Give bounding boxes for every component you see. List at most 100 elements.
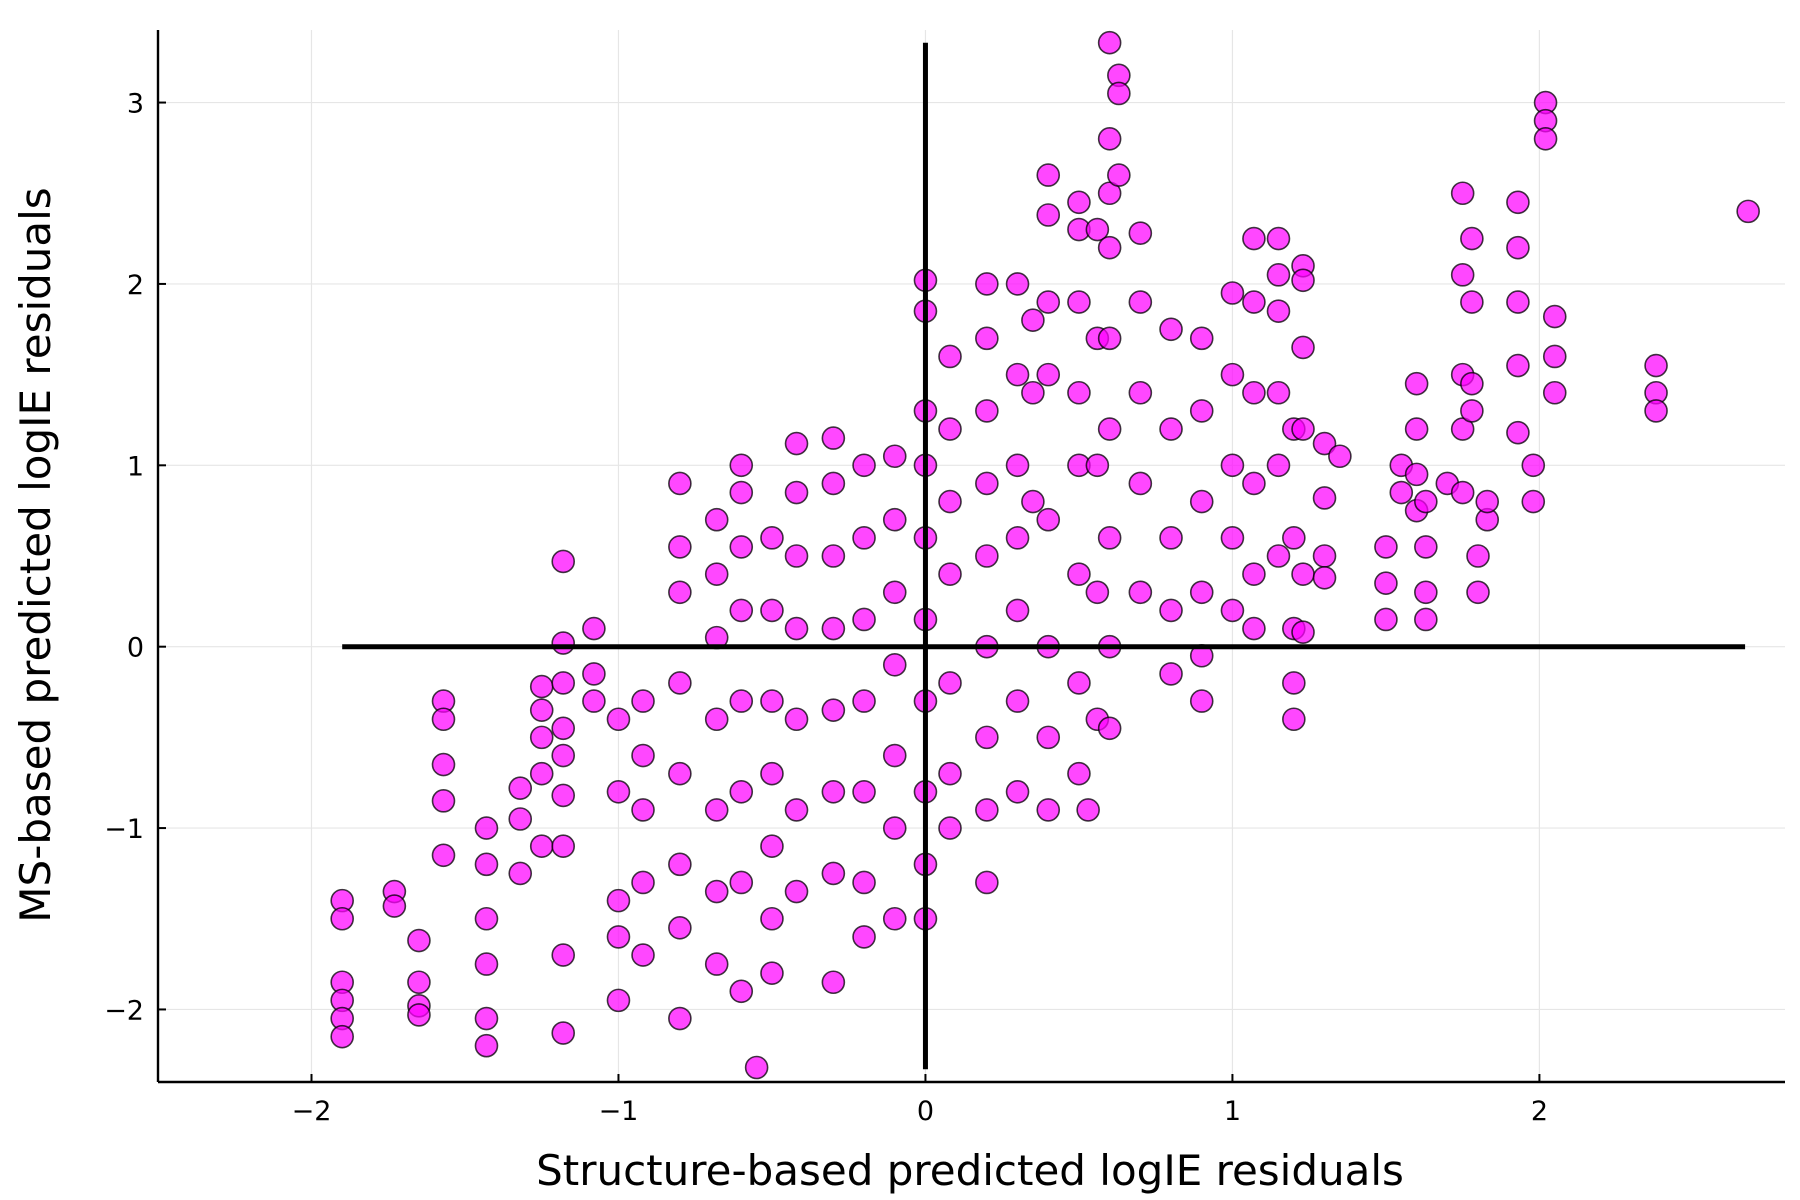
data-point [1220, 598, 1245, 623]
data-point [668, 916, 692, 940]
data-point [1107, 163, 1131, 187]
data-point [606, 779, 631, 804]
data-point [938, 562, 962, 586]
data-point [729, 870, 754, 895]
data-point [668, 535, 692, 559]
data-point [431, 843, 456, 868]
data-point [1159, 317, 1183, 342]
data-point [852, 607, 876, 632]
data-point [1374, 535, 1398, 559]
data-point [1374, 607, 1398, 632]
data-point [668, 1006, 692, 1031]
data-point [1189, 580, 1214, 605]
data-point [668, 761, 692, 786]
data-point [1067, 761, 1091, 786]
data-point [1159, 662, 1183, 686]
data-point [975, 798, 999, 822]
data-point [729, 480, 754, 505]
data-point [821, 471, 846, 496]
data-point [1475, 489, 1500, 514]
data-point [744, 1055, 769, 1080]
data-point [760, 526, 784, 550]
data-point [1266, 544, 1291, 568]
data-point [1005, 453, 1030, 478]
data-point [821, 544, 846, 568]
data-point [1282, 671, 1306, 695]
data-point [551, 783, 576, 808]
data-point [1097, 526, 1122, 550]
data-point [606, 988, 631, 1013]
data-point [1404, 462, 1429, 487]
data-point [1036, 290, 1061, 314]
x-tick-label: 1 [1224, 1096, 1241, 1127]
data-point [1097, 326, 1122, 351]
data-point [1466, 544, 1490, 568]
data-point [1542, 344, 1567, 369]
data-points [330, 30, 1760, 1080]
data-point [1533, 127, 1558, 151]
data-point [1005, 689, 1030, 713]
data-point [631, 689, 655, 713]
data-point [1266, 299, 1291, 323]
data-point [668, 671, 692, 695]
data-point [729, 598, 754, 623]
data-point [1466, 580, 1490, 605]
data-point [1242, 226, 1266, 251]
data-point [1506, 190, 1530, 215]
data-point [729, 453, 754, 478]
data-point [1450, 181, 1475, 206]
data-point [1414, 535, 1438, 559]
data-point [1220, 453, 1245, 478]
data-point [975, 326, 999, 351]
data-point [975, 725, 999, 750]
data-point [631, 870, 655, 895]
y-tick-label: 0 [127, 633, 144, 664]
data-point [1266, 226, 1291, 251]
data-point [668, 852, 692, 877]
data-point [760, 689, 784, 713]
data-point [1067, 562, 1091, 586]
data-point [529, 725, 554, 750]
axes [156, 30, 1785, 1084]
data-point [1506, 353, 1530, 378]
data-point [729, 535, 754, 559]
data-point [1005, 526, 1030, 550]
data-point [1460, 226, 1484, 251]
data-point [938, 671, 962, 695]
data-point [784, 879, 809, 904]
data-point [631, 798, 655, 822]
y-tick-label: 2 [127, 270, 144, 301]
data-point [784, 798, 809, 822]
data-point [508, 776, 533, 800]
data-point [1242, 471, 1266, 496]
grid-lines [158, 30, 1785, 1082]
data-point [508, 861, 533, 886]
data-point [551, 943, 576, 967]
data-point [1220, 281, 1245, 305]
data-point [938, 344, 962, 369]
data-point [529, 761, 554, 786]
data-point [1414, 580, 1438, 605]
data-point [606, 925, 631, 949]
data-point [1242, 380, 1266, 405]
data-point [852, 526, 876, 550]
data-point [1128, 471, 1153, 496]
data-point [1291, 417, 1315, 441]
data-point [784, 616, 809, 641]
data-point [1097, 30, 1122, 55]
data-point [760, 598, 784, 623]
data-point [975, 544, 999, 568]
data-point [821, 616, 846, 641]
data-point [882, 653, 907, 677]
data-point [1506, 290, 1530, 314]
data-point [582, 662, 606, 686]
data-point [431, 752, 456, 777]
y-tick-label: 3 [127, 89, 144, 120]
data-point [1085, 217, 1110, 242]
data-point [1312, 486, 1337, 510]
data-point [1450, 480, 1475, 505]
data-point [1189, 399, 1214, 423]
data-point [882, 816, 907, 840]
data-point [729, 979, 754, 1004]
data-point [1220, 362, 1245, 387]
